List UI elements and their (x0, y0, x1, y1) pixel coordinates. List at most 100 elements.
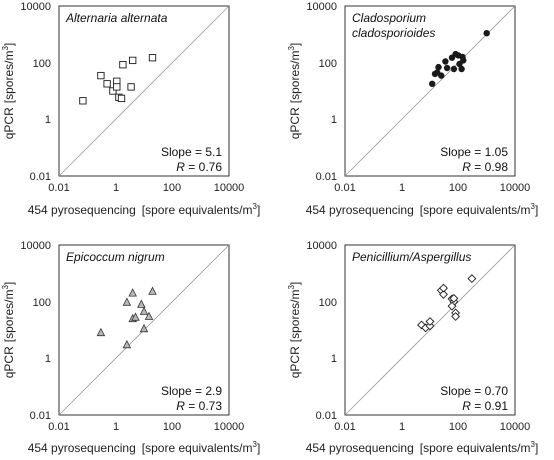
data-point (97, 71, 105, 80)
y-tick-label: 1 (45, 353, 51, 365)
x-axis-label: 454 pyrosequencing [spore equivalents/m3] (28, 440, 261, 455)
data-point (148, 286, 157, 295)
data-point (448, 54, 456, 61)
x-tick-label: 0.01 (48, 421, 69, 433)
data-point (451, 312, 461, 321)
slope-annotation: Slope = 2.9 (161, 384, 222, 398)
data-point (139, 306, 149, 315)
x-tick-label: 100 (449, 182, 467, 194)
y-tick-label: 100 (319, 58, 337, 70)
x-tick-label: 0.01 (334, 421, 355, 433)
data-points-epicoccum (96, 286, 157, 349)
x-axis-label: 454 pyrosequencing [spore equivalents/m3] (306, 202, 539, 217)
x-tick-label: 10000 (500, 182, 531, 194)
data-point (137, 299, 146, 308)
y-tick-label: 0.01 (30, 171, 51, 183)
data-point (439, 283, 448, 293)
x-tick-label: 1 (113, 421, 119, 433)
data-point (127, 83, 135, 91)
x-tick-label: 10000 (500, 421, 531, 433)
reference-line-alternaria (58, 5, 230, 177)
panel-title-line-2: cladosporioides (352, 26, 435, 40)
data-points-cladosporium (429, 30, 490, 88)
x-tick-label: 0.01 (334, 182, 355, 194)
x-tick-label: 0.01 (48, 182, 69, 194)
x-axis-label: 454 pyrosequencing [spore equivalents/m3] (28, 202, 261, 217)
slope-annotation: Slope = 5.1 (161, 145, 222, 159)
x-tick-label: 100 (449, 421, 467, 433)
data-point (449, 293, 459, 303)
panel-epicoccum: 10000 100 1 0.01 0.01 1 100 10000 454 py… (1, 240, 260, 455)
panel-title: Cladosporium (352, 11, 426, 25)
y-tick-label: 1 (331, 114, 337, 126)
y-tick-label: 0.01 (316, 171, 337, 183)
panel-title: Penicillium/Aspergillus (352, 250, 471, 264)
data-points-alternaria (79, 54, 157, 105)
data-point (447, 301, 457, 311)
plot-frame-cladosporium (344, 5, 516, 177)
y-tick-label: 10000 (20, 240, 51, 252)
x-tick-label: 1 (399, 421, 405, 433)
x-tick-label: 1 (399, 182, 405, 194)
panel-cladosporium: 10000 100 1 0.01 0.01 1 100 10000 454 py… (287, 1, 538, 217)
plot-frame-epicoccum (58, 244, 230, 416)
y-tick-label: 100 (319, 297, 337, 309)
panel-penicillium: 10000 100 1 0.01 0.01 1 100 10000 454 py… (287, 240, 538, 455)
data-point (425, 317, 435, 326)
y-tick-label: 10000 (306, 240, 337, 252)
data-point (129, 56, 137, 65)
data-point (431, 70, 439, 78)
data-point (117, 94, 126, 103)
data-point (144, 311, 154, 320)
data-point (113, 83, 121, 91)
y-tick-label: 0.01 (30, 410, 51, 422)
slope-annotation: Slope = 0.70 (440, 384, 508, 398)
y-tick-label: 1 (331, 353, 337, 365)
y-tick-label: 100 (33, 58, 51, 70)
y-tick-label: 10000 (306, 1, 337, 13)
y-tick-label: 10000 (20, 1, 51, 13)
data-point (122, 339, 132, 349)
data-point (103, 80, 111, 88)
data-point (458, 65, 465, 73)
plot-frame-penicillium (344, 244, 516, 416)
data-point (435, 63, 442, 71)
data-point (109, 87, 117, 95)
y-tick-label: 1 (45, 114, 51, 126)
data-point (442, 58, 449, 65)
y-tick-label: 0.01 (316, 410, 337, 422)
data-point (460, 57, 467, 64)
data-point (119, 61, 127, 69)
r-annotation: R = 0.76 (176, 160, 222, 174)
panel-alternaria: 10000 100 1 0.01 0.01 1 100 10000 454 py… (1, 1, 260, 217)
r-annotation: R = 0.91 (462, 399, 508, 413)
panel-title: Alternaria alternata (65, 11, 168, 25)
data-point (131, 312, 140, 321)
y-axis-label: qPCR[spores/m3] (287, 282, 302, 379)
x-tick-label: 1 (113, 182, 119, 194)
data-point (96, 327, 106, 337)
r-annotation: R = 0.98 (462, 160, 508, 174)
x-tick-label: 100 (163, 182, 181, 194)
data-point (450, 65, 458, 73)
y-tick-label: 100 (33, 297, 51, 309)
y-axis-label: qPCR[spores/m3] (1, 43, 16, 140)
data-point (128, 288, 137, 297)
data-point (122, 297, 132, 306)
data-point (438, 72, 445, 79)
y-axis-label: qPCR[spores/m3] (287, 43, 302, 140)
data-point (429, 80, 436, 88)
panel-title: Epicoccum nigrum (66, 250, 165, 264)
x-tick-label: 100 (163, 421, 181, 433)
slope-annotation: Slope = 1.05 (440, 145, 508, 159)
x-axis-label: 454 pyrosequencing [spore equivalents/m3] (306, 440, 539, 455)
data-point (443, 64, 451, 72)
data-point (439, 289, 448, 299)
data-point (79, 97, 87, 105)
data-point (139, 323, 149, 333)
data-point (148, 54, 157, 62)
r-annotation: R = 0.73 (176, 399, 222, 413)
data-points-penicillium (417, 274, 477, 333)
data-point (467, 274, 477, 284)
